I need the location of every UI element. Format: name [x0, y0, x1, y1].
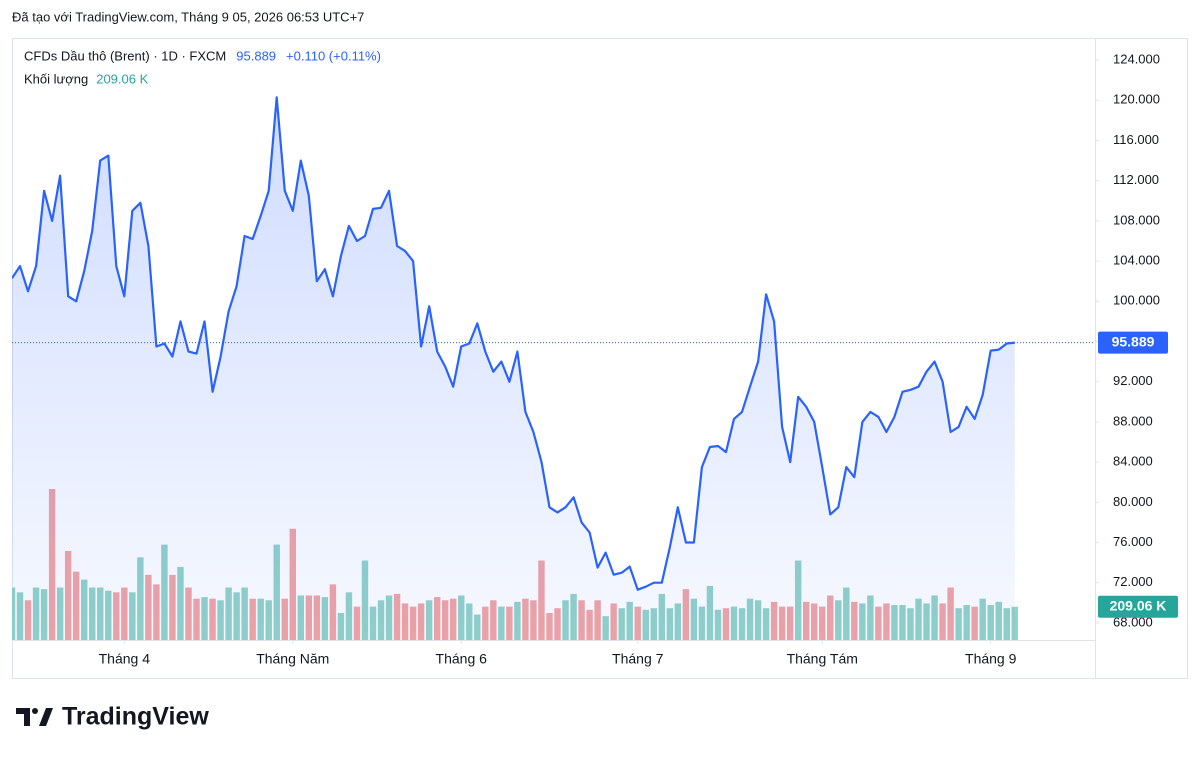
y-tick-label: 116.000	[1113, 132, 1159, 147]
y-tick-label: 124.000	[1113, 52, 1160, 67]
legend-volume: Khối lượng	[24, 71, 88, 86]
x-tick-label: Tháng 7	[612, 651, 664, 667]
x-tick-label: Tháng 9	[965, 651, 1017, 667]
logo-mark-slash	[39, 708, 53, 726]
y-tick-label: 112.000	[1113, 172, 1159, 187]
y-tick-label: 72.000	[1113, 574, 1153, 589]
plot	[12, 96, 1095, 640]
legend-volume-value: 209.06 K	[96, 71, 148, 86]
legend: CFDs Dầu thô (Brent) · 1D · FXCM 95.889 …	[24, 48, 381, 86]
legend-change: +0.110 (+0.11%)	[286, 48, 381, 63]
logo: TradingView	[16, 703, 209, 731]
y-tick-label: 80.000	[1113, 494, 1153, 509]
x-tick-label: Tháng Tám	[787, 651, 858, 667]
last-volume-label: 209.06 K	[1110, 597, 1167, 613]
y-tick-label: 100.000	[1113, 293, 1160, 308]
x-tick-label: Tháng 6	[436, 651, 488, 667]
last-volume-tag	[1098, 595, 1178, 618]
logo-mark-dot	[32, 708, 38, 714]
y-tick-label: 68.000	[1113, 614, 1153, 629]
last-price-tag	[1098, 331, 1168, 354]
logo-text: TradingView	[62, 703, 209, 731]
header: Đã tạo với TradingView.com, Tháng 9 05, …	[12, 9, 364, 24]
price-line	[12, 96, 1015, 591]
legend-price: 95.889	[236, 48, 276, 63]
last-price-label: 95.889	[1112, 333, 1155, 349]
y-tick-label: 108.000	[1113, 212, 1160, 227]
axes: 68.000 72.000 76.000 80.000 84.000 88.000 92.0…	[99, 52, 1178, 667]
y-tick-label: 88.000	[1113, 413, 1153, 428]
y-tick-label: 76.000	[1113, 534, 1153, 549]
legend-title: CFDs Dầu thô (Brent) · 1D · FXCM	[24, 48, 226, 63]
x-tick-label: Tháng Năm	[256, 651, 329, 667]
y-tick-label: 104.000	[1113, 253, 1160, 268]
y-tick-label: 92.000	[1113, 373, 1153, 388]
y-tick-label: 84.000	[1113, 454, 1153, 469]
logo-mark	[16, 708, 30, 726]
y-tick-label: 120.000	[1113, 92, 1160, 107]
x-tick-label: Tháng 4	[99, 651, 151, 667]
